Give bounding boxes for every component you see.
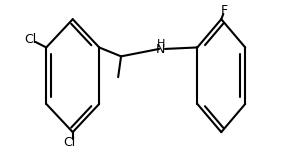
Text: H: H [156, 39, 165, 49]
Text: Cl: Cl [24, 33, 36, 46]
Text: N: N [156, 43, 165, 56]
Text: Cl: Cl [64, 136, 76, 149]
Text: F: F [220, 4, 228, 17]
